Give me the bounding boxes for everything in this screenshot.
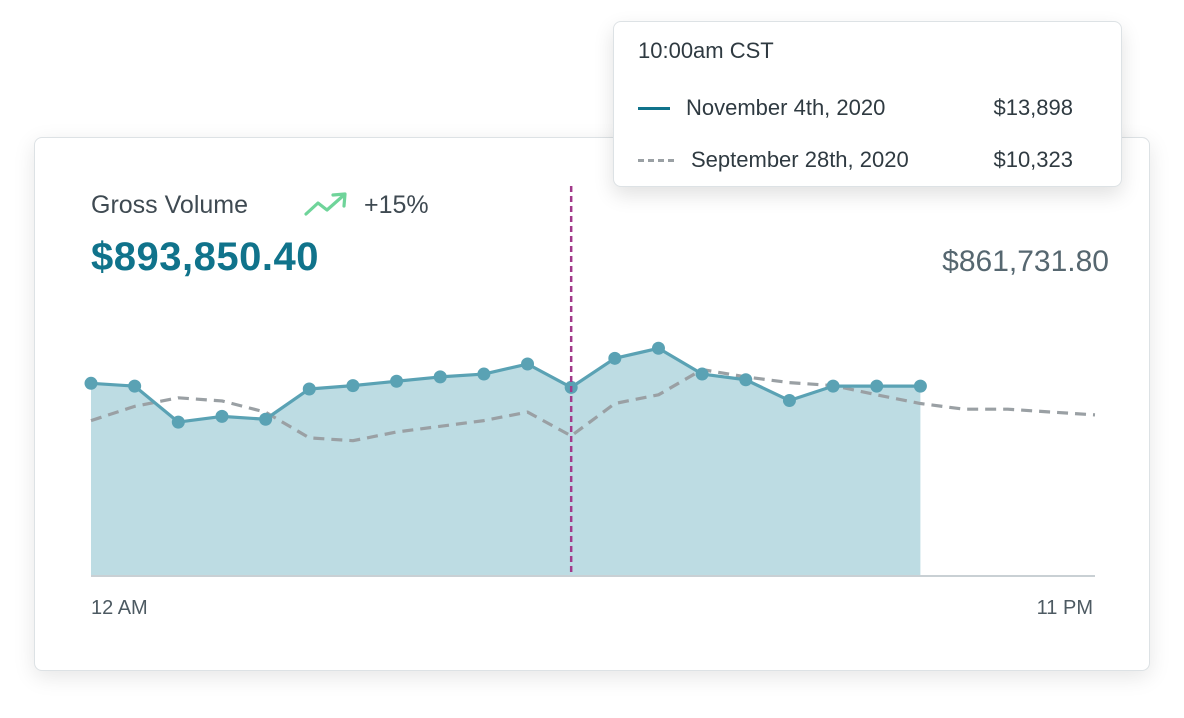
primary-series-point[interactable]: [739, 373, 753, 387]
primary-series-point[interactable]: [651, 341, 665, 355]
tooltip-series-name: September 28th, 2020: [691, 147, 909, 172]
primary-series-point[interactable]: [84, 376, 98, 390]
primary-series-point[interactable]: [302, 382, 316, 396]
gross-volume-value: $893,850.40: [91, 235, 319, 279]
primary-series-point[interactable]: [433, 370, 447, 384]
primary-series-point[interactable]: [171, 415, 185, 429]
primary-series-point[interactable]: [695, 367, 709, 381]
trending-up-icon: [304, 192, 347, 216]
metric-label: Gross Volume: [91, 191, 249, 219]
tooltip-series-name: November 4th, 2020: [686, 95, 886, 120]
legend-swatch-dashed: [638, 159, 674, 162]
tooltip-time: 10:00am CST: [638, 38, 774, 63]
primary-series-point[interactable]: [870, 379, 884, 393]
primary-series-point[interactable]: [477, 367, 491, 381]
tooltip-row-current: November 4th, 2020 $13,898: [614, 94, 1121, 124]
primary-series-point[interactable]: [346, 379, 360, 393]
primary-series-point[interactable]: [782, 394, 796, 408]
comparison-series-line: [90, 367, 1096, 443]
primary-series-area: [91, 348, 921, 576]
comparison-value: $861,731.80: [942, 245, 1109, 278]
chart-tooltip: 10:00am CST November 4th, 2020 $13,898 S…: [613, 21, 1122, 187]
legend-swatch-solid: [638, 107, 670, 110]
primary-series-point[interactable]: [521, 357, 535, 371]
primary-series-line: [90, 346, 921, 424]
primary-series-point[interactable]: [913, 379, 927, 393]
primary-series-point[interactable]: [390, 374, 404, 388]
tooltip-series-value: $13,898: [993, 95, 1073, 120]
primary-series-point[interactable]: [128, 379, 142, 393]
tooltip-row-comparison: September 28th, 2020 $10,323: [614, 146, 1121, 176]
primary-series-point[interactable]: [259, 412, 273, 426]
primary-series-point[interactable]: [826, 379, 840, 393]
primary-series-point[interactable]: [215, 409, 229, 423]
primary-series-point[interactable]: [608, 351, 622, 365]
x-tick-label-end: 11 PM: [1037, 597, 1093, 619]
x-tick-label-start: 12 AM: [91, 597, 148, 619]
tooltip-series-value: $10,323: [993, 147, 1073, 172]
trend-percent: +15%: [364, 191, 429, 219]
